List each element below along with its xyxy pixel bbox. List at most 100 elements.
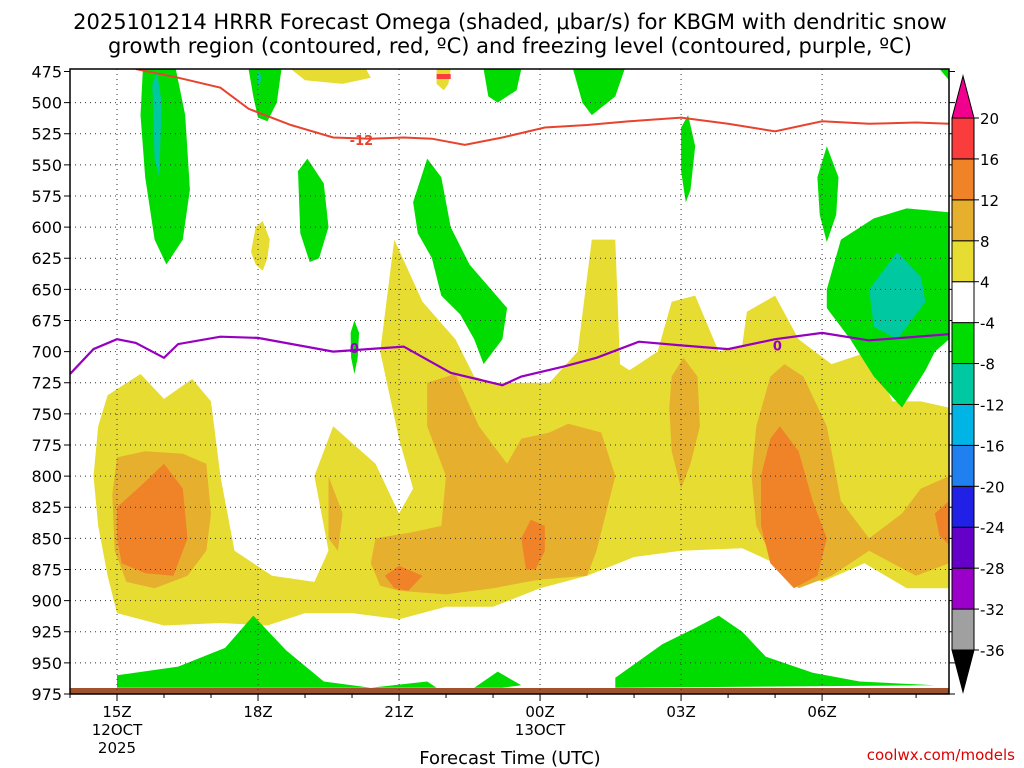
colorbar-segment xyxy=(951,444,975,487)
omega-darkorange-5 xyxy=(934,501,949,545)
colorbar-label: -36 xyxy=(980,642,1005,660)
colorbar-label: 16 xyxy=(980,151,999,169)
y-tick-label: 700 xyxy=(31,343,62,362)
dgz-contour-minus12 xyxy=(135,69,949,146)
omega-orange-03z xyxy=(669,357,700,489)
x-axis-title: Forecast Time (UTC) xyxy=(419,748,600,768)
omega-green-top-east xyxy=(939,69,949,81)
colorbar-segment xyxy=(951,117,975,160)
colorbar-segment xyxy=(951,485,975,528)
colorbar-label: 8 xyxy=(980,233,990,251)
colorbar-segment xyxy=(951,158,975,201)
x-tick-date: 12OCT xyxy=(92,721,143,739)
y-tick-label: 900 xyxy=(31,592,62,611)
y-tick-label: 525 xyxy=(31,125,62,144)
colorbar-label: 4 xyxy=(980,274,990,292)
ground-surface-strip xyxy=(70,688,949,694)
x-tick-label: 21Z xyxy=(384,703,413,721)
credit-text: coolwx.com/models xyxy=(867,746,1015,764)
colorbar-segment xyxy=(951,363,975,405)
freezing-contour-label: 0 xyxy=(773,339,782,354)
omega-green-col2 xyxy=(248,69,282,122)
colorbar-segment xyxy=(951,281,975,324)
omega-darkorange-3 xyxy=(521,519,545,570)
omega-darkorange-2 xyxy=(384,565,423,591)
x-tick-date: 13OCT xyxy=(515,721,566,739)
omega-green-05z xyxy=(817,146,839,243)
x-tick-year: 2025 xyxy=(98,739,136,757)
y-tick-label: 475 xyxy=(31,62,62,81)
omega-green-low-1 xyxy=(117,615,437,688)
omega-green-col3 xyxy=(298,158,329,262)
colorbar-label: -4 xyxy=(980,315,995,333)
y-tick-label: 725 xyxy=(31,374,62,393)
gridlines xyxy=(70,69,949,694)
y-tick-label: 950 xyxy=(31,654,62,673)
omega-teal-col1 xyxy=(152,71,162,178)
omega-green-low-3 xyxy=(615,615,935,688)
y-tick-label: 675 xyxy=(31,311,62,330)
x-tick-label: 00Z xyxy=(525,703,554,721)
colorbar-segment xyxy=(951,608,975,651)
colorbar-label: -32 xyxy=(980,601,1005,619)
freezing-level-contour xyxy=(70,331,949,387)
colorbar-label: 20 xyxy=(980,110,999,128)
omega-green-03z xyxy=(681,115,696,203)
title-line-1: 2025101214 HRRR Forecast Omega (shaded, … xyxy=(73,10,947,34)
y-tick-label: 625 xyxy=(31,249,62,268)
omega-orange-center xyxy=(328,476,343,551)
omega-yellow-top-1 xyxy=(290,69,371,84)
colorbar-label: -8 xyxy=(980,356,995,374)
omega-green-low-2 xyxy=(474,671,522,688)
y-axis: 475 500 525 550 575 600 625 650 675 700 725 750 775 8… xyxy=(31,62,955,704)
omega-teal-east xyxy=(869,252,926,340)
colorbar-arrow-high xyxy=(951,74,975,119)
y-tick-label: 575 xyxy=(31,187,62,206)
omega-green-col1 xyxy=(140,69,190,265)
colorbar: -36 -32 -28 -24 -20 -16 -12 -8 -4 4 8 12 16 20 xyxy=(951,74,1005,694)
colorbar-segment xyxy=(951,199,975,242)
plot-frame xyxy=(69,68,950,695)
y-tick-label: 850 xyxy=(31,529,62,548)
colorbar-label: 12 xyxy=(980,192,999,210)
y-tick-label: 500 xyxy=(31,94,62,113)
colorbar-segment xyxy=(951,567,975,610)
freezing-contour-label-2: 0 xyxy=(350,342,359,357)
y-tick-label: 875 xyxy=(31,560,62,579)
y-tick-label: 600 xyxy=(31,218,62,237)
colorbar-segment xyxy=(951,240,975,283)
y-tick-label: 750 xyxy=(31,405,62,424)
y-tick-label: 775 xyxy=(31,436,62,455)
omega-green-col4 xyxy=(413,158,508,365)
colorbar-label: -24 xyxy=(980,519,1005,537)
omega-green-small xyxy=(350,320,360,374)
title-line-2: growth region (contoured, red, ºC) and f… xyxy=(108,34,912,58)
y-tick-label: 550 xyxy=(31,156,62,175)
colorbar-label: -12 xyxy=(980,396,1005,414)
y-tick-label: 975 xyxy=(31,685,62,704)
omega-shading xyxy=(70,69,949,694)
omega-darkorange-4 xyxy=(761,426,827,589)
y-tick-label: 925 xyxy=(31,623,62,642)
contours xyxy=(70,69,949,387)
omega-yellow-main xyxy=(93,239,949,626)
y-tick-label: 650 xyxy=(31,280,62,299)
x-tick-label: 06Z xyxy=(807,703,836,721)
y-tick-label: 800 xyxy=(31,467,62,486)
omega-green-top-2 xyxy=(573,69,625,116)
contour-labels: -12 0 0 xyxy=(350,134,782,357)
omega-red-marker xyxy=(436,74,451,79)
colorbar-label: -20 xyxy=(980,478,1005,496)
colorbar-segment xyxy=(951,322,975,365)
omega-orange-main xyxy=(370,374,616,595)
y-tick-label: 825 xyxy=(31,498,62,517)
colorbar-label: -16 xyxy=(980,437,1005,455)
omega-green-top-1 xyxy=(483,69,522,103)
colorbar-label: -28 xyxy=(980,560,1005,578)
colorbar-segment xyxy=(951,403,975,446)
dgz-contour-label: -12 xyxy=(350,134,374,149)
omega-darkorange-left xyxy=(117,463,188,576)
colorbar-segment xyxy=(951,526,975,569)
